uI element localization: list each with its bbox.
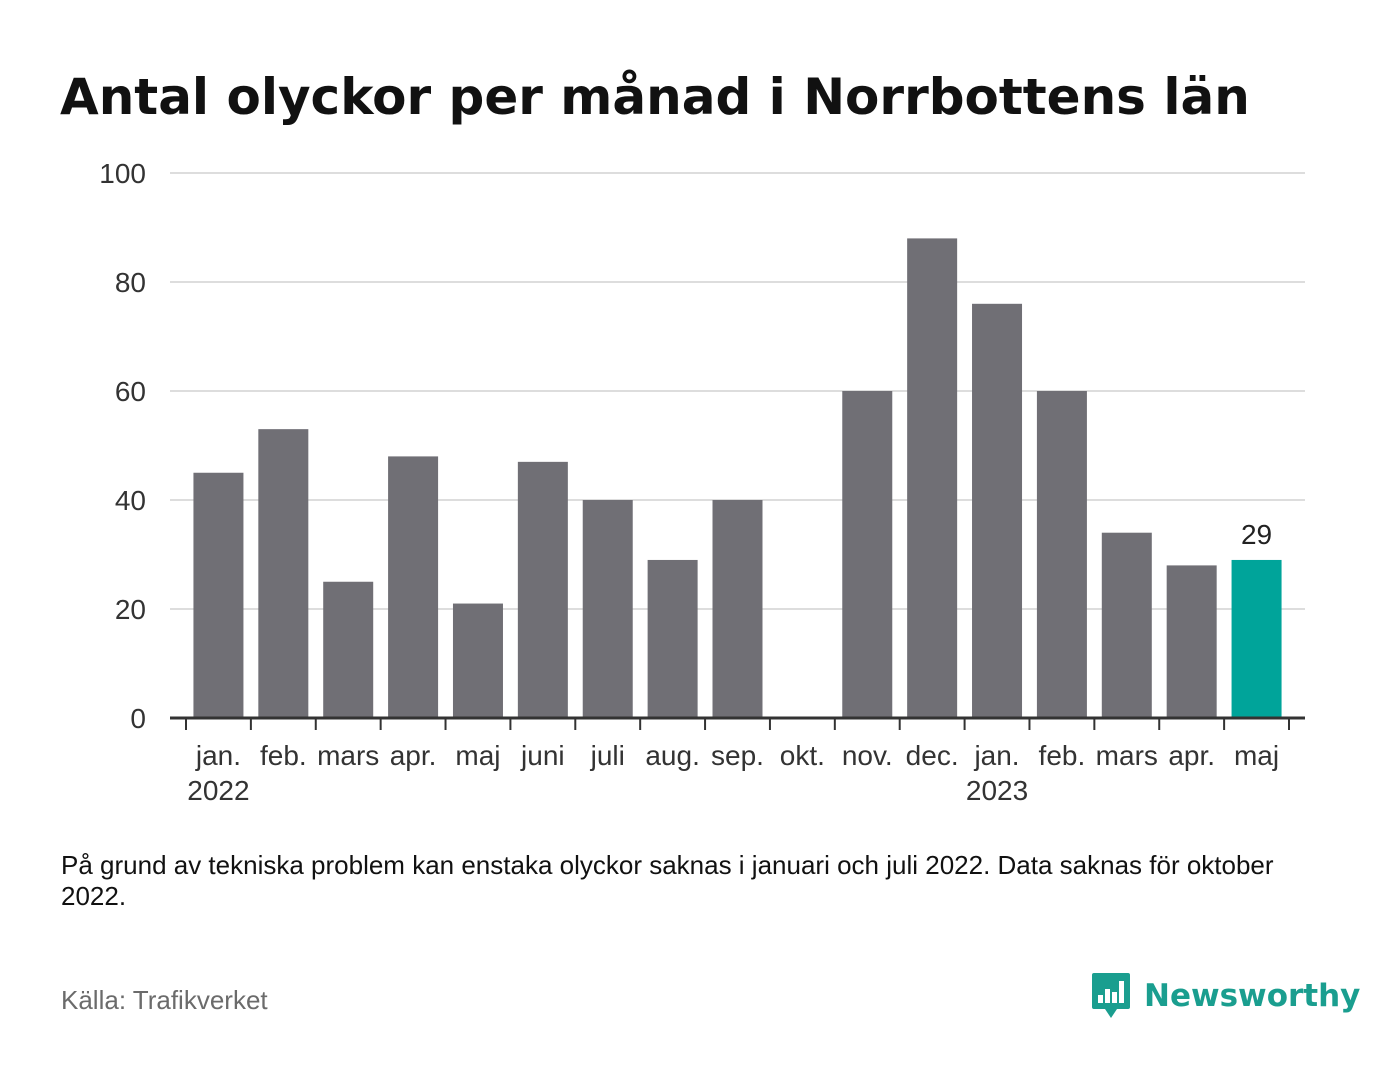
- y-tick-label: 80: [115, 267, 146, 298]
- x-tick-label: jan.: [973, 740, 1019, 771]
- x-tick-label: feb.: [260, 740, 307, 771]
- x-tick-label: mars: [317, 740, 379, 771]
- data-label: 29: [1241, 519, 1272, 550]
- x-axis-tick-labels: jan. feb. mars apr. maj juni juli aug. sep. okt. n…: [187, 740, 1279, 806]
- bar: [517, 461, 568, 718]
- x-tick-label: sep.: [711, 740, 764, 771]
- x-year-label: 2023: [966, 775, 1028, 806]
- chart-title: Antal olyckor per månad i Norrbottens lä…: [60, 68, 1250, 126]
- data-labels: 29: [1241, 519, 1272, 550]
- bar: [582, 500, 633, 718]
- bar: [323, 581, 374, 718]
- x-tick-label: maj: [1234, 740, 1279, 771]
- x-tick-label: feb.: [1039, 740, 1086, 771]
- footnote: På grund av tekniska problem kan enstaka…: [61, 850, 1274, 911]
- x-year-label: 2022: [187, 775, 249, 806]
- x-tick-label: okt.: [780, 740, 825, 771]
- bar: [1231, 559, 1282, 718]
- bar: [1166, 565, 1217, 718]
- x-tick-label: aug.: [645, 740, 700, 771]
- bar: [452, 603, 503, 718]
- bar: [712, 500, 763, 718]
- x-tick-label: maj: [455, 740, 500, 771]
- bar: [647, 559, 698, 718]
- bars: [193, 238, 1282, 718]
- y-tick-label: 40: [115, 485, 146, 516]
- x-tick-label: jan.: [195, 740, 241, 771]
- brand-logo: Newsworthy: [1090, 970, 1360, 1022]
- x-axis: [170, 716, 1305, 730]
- y-axis-tick-labels: 0 20 40 60 80 100: [99, 158, 146, 734]
- x-tick-label: mars: [1096, 740, 1158, 771]
- brand-name: Newsworthy: [1144, 978, 1361, 1014]
- bar: [907, 238, 958, 718]
- x-tick-label: juni: [520, 740, 565, 771]
- x-tick-label: apr.: [1168, 740, 1215, 771]
- bar: [972, 303, 1023, 718]
- y-tick-label: 60: [115, 376, 146, 407]
- x-tick-label: juli: [590, 740, 625, 771]
- x-tick-label: nov.: [842, 740, 893, 771]
- bar: [1036, 391, 1087, 718]
- bar: [193, 472, 244, 718]
- y-tick-label: 20: [115, 594, 146, 625]
- bar: [1101, 532, 1152, 718]
- bar: [842, 391, 893, 718]
- x-tick-label: dec.: [906, 740, 959, 771]
- bar: [258, 429, 309, 718]
- newsworthy-logo-icon: [1092, 973, 1130, 1018]
- y-tick-label: 0: [130, 703, 146, 734]
- bar: [388, 456, 439, 718]
- source-label: Källa: Trafikverket: [61, 985, 268, 1015]
- y-tick-label: 100: [99, 158, 146, 189]
- x-tick-label: apr.: [390, 740, 437, 771]
